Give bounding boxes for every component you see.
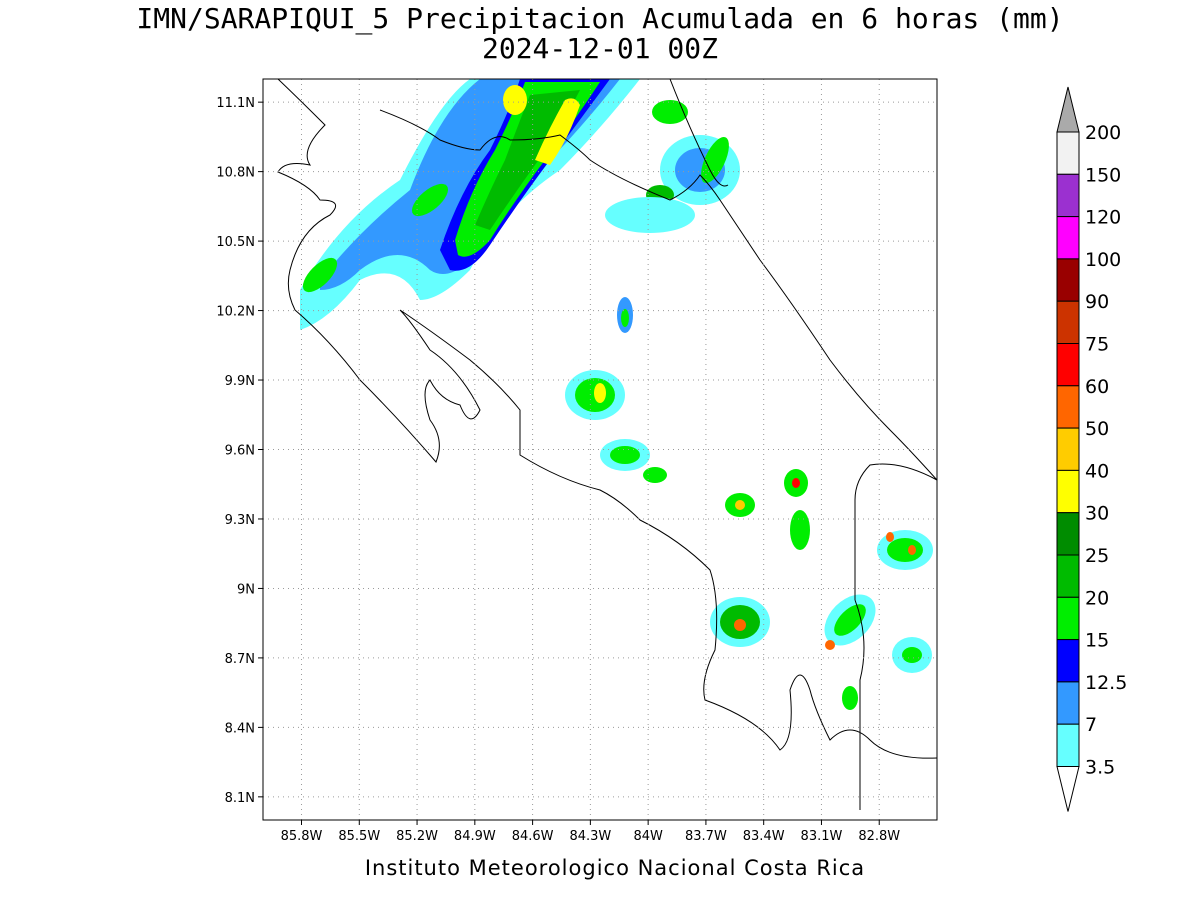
lon-tick-label: 84.3W — [569, 829, 611, 844]
colorbar-swatch — [1056, 216, 1080, 260]
colorbar-swatch — [1056, 554, 1080, 598]
lon-tick-label: 82.8W — [858, 829, 900, 844]
colorbar-level-label: 50 — [1085, 418, 1109, 440]
lat-tick-label: 10.5N — [216, 235, 255, 250]
lon-tick-label: 83.4W — [743, 829, 785, 844]
colorbar-level-label: 7 — [1085, 714, 1097, 736]
lat-tick-label: 8.4N — [225, 721, 255, 736]
colorbar-legend: 200 150 120 100 90 75 60 50 40 30 25 20 15 12.5 7 3.5 — [1056, 86, 1127, 812]
colorbar-swatch — [1056, 385, 1080, 429]
colorbar-level-label: 12.5 — [1085, 672, 1127, 694]
lon-tick-label: 85.5W — [338, 829, 380, 844]
lon-tick-label: 84W — [633, 829, 663, 844]
colorbar-swatch — [1056, 639, 1080, 683]
colorbar-swatch — [1056, 300, 1080, 345]
colorbar-level-label: 30 — [1085, 503, 1109, 525]
colorbar-level-label: 20 — [1085, 587, 1109, 609]
lat-tick-label: 9.3N — [225, 513, 255, 528]
lon-tick-label: 83.1W — [801, 829, 843, 844]
colorbar-bottom-arrow — [1056, 766, 1080, 812]
colorbar-swatch — [1056, 131, 1080, 175]
colorbar-level-label: 3.5 — [1085, 757, 1115, 779]
lat-tick-label: 9N — [237, 582, 255, 597]
colorbar-level-label: 75 — [1085, 334, 1109, 356]
colorbar-level-label: 150 — [1085, 164, 1121, 186]
longitude-axis: 85.8W 85.5W 85.2W 84.9W 84.6W 84.3W 84W 83.7W 83… — [281, 820, 900, 844]
colorbar-swatch — [1056, 427, 1080, 471]
colorbar-level-label: 60 — [1085, 376, 1109, 398]
colorbar-level-label: 15 — [1085, 630, 1109, 652]
lon-tick-label: 84.6W — [512, 829, 554, 844]
lon-tick-label: 85.2W — [396, 829, 438, 844]
lon-tick-label: 83.7W — [685, 829, 727, 844]
lon-tick-label: 84.9W — [454, 829, 496, 844]
colorbar-level-label: 200 — [1085, 122, 1121, 144]
colorbar-swatch — [1056, 512, 1080, 556]
colorbar-swatch — [1056, 681, 1080, 725]
colorbar-swatch — [1056, 258, 1080, 302]
colorbar-swatch — [1056, 469, 1080, 514]
colorbar-level-label: 25 — [1085, 545, 1109, 567]
precipitation-field — [300, 79, 933, 710]
colorbar-swatch — [1056, 173, 1080, 218]
map-frame — [262, 78, 938, 821]
lat-tick-label: 10.2N — [216, 305, 255, 320]
map-gridlines — [263, 79, 937, 820]
colorbar-swatch — [1056, 343, 1080, 387]
colorbar-top-arrow — [1056, 86, 1080, 133]
lat-tick-label: 10.8N — [216, 166, 255, 181]
lat-tick-label: 8.1N — [225, 791, 255, 806]
coastlines — [277, 79, 937, 810]
map-title: IMN/SARAPIQUI_5 Precipitacion Acumulada … — [136, 2, 1064, 35]
lat-tick-label: 11.1N — [216, 96, 255, 111]
lon-tick-label: 85.8W — [281, 829, 323, 844]
map-timestamp: 2024-12-01 00Z — [481, 32, 718, 65]
credit-text: Instituto Meteorologico Nacional Costa R… — [364, 856, 866, 880]
colorbar-swatch — [1056, 723, 1080, 768]
lat-tick-label: 9.9N — [225, 374, 255, 389]
colorbar-level-label: 120 — [1085, 207, 1121, 229]
colorbar-level-label: 90 — [1085, 291, 1109, 313]
lat-tick-label: 9.6N — [225, 444, 255, 459]
colorbar-swatch — [1056, 596, 1080, 641]
lat-tick-label: 8.7N — [225, 652, 255, 667]
colorbar-level-label: 40 — [1085, 460, 1109, 482]
colorbar-level-label: 100 — [1085, 249, 1121, 271]
latitude-axis: 11.1N 10.8N 10.5N 10.2N 9.9N 9.6N 9.3N 9N 8.7N 8.… — [216, 96, 263, 806]
